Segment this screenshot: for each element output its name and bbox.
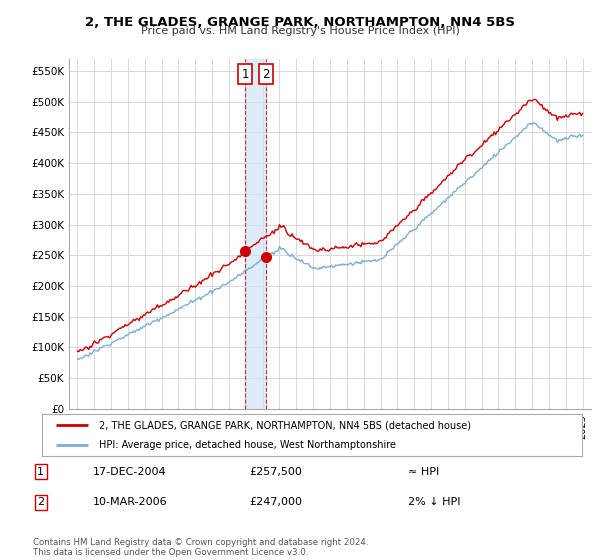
Text: £247,000: £247,000	[249, 497, 302, 507]
Text: Contains HM Land Registry data © Crown copyright and database right 2024.
This d: Contains HM Land Registry data © Crown c…	[33, 538, 368, 557]
Text: 2% ↓ HPI: 2% ↓ HPI	[408, 497, 461, 507]
Text: 1: 1	[37, 466, 44, 477]
Text: 1: 1	[241, 68, 249, 81]
Text: 10-MAR-2006: 10-MAR-2006	[93, 497, 167, 507]
Text: 2: 2	[37, 497, 44, 507]
Text: ≈ HPI: ≈ HPI	[408, 466, 439, 477]
Text: 17-DEC-2004: 17-DEC-2004	[93, 466, 167, 477]
Text: Price paid vs. HM Land Registry's House Price Index (HPI): Price paid vs. HM Land Registry's House …	[140, 26, 460, 36]
Text: 2, THE GLADES, GRANGE PARK, NORTHAMPTON, NN4 5BS: 2, THE GLADES, GRANGE PARK, NORTHAMPTON,…	[85, 16, 515, 29]
Text: £257,500: £257,500	[249, 466, 302, 477]
Bar	[245, 59, 266, 409]
Text: 2: 2	[262, 68, 269, 81]
Text: 2, THE GLADES, GRANGE PARK, NORTHAMPTON, NN4 5BS (detached house): 2, THE GLADES, GRANGE PARK, NORTHAMPTON,…	[99, 421, 471, 430]
Text: HPI: Average price, detached house, West Northamptonshire: HPI: Average price, detached house, West…	[99, 440, 396, 450]
